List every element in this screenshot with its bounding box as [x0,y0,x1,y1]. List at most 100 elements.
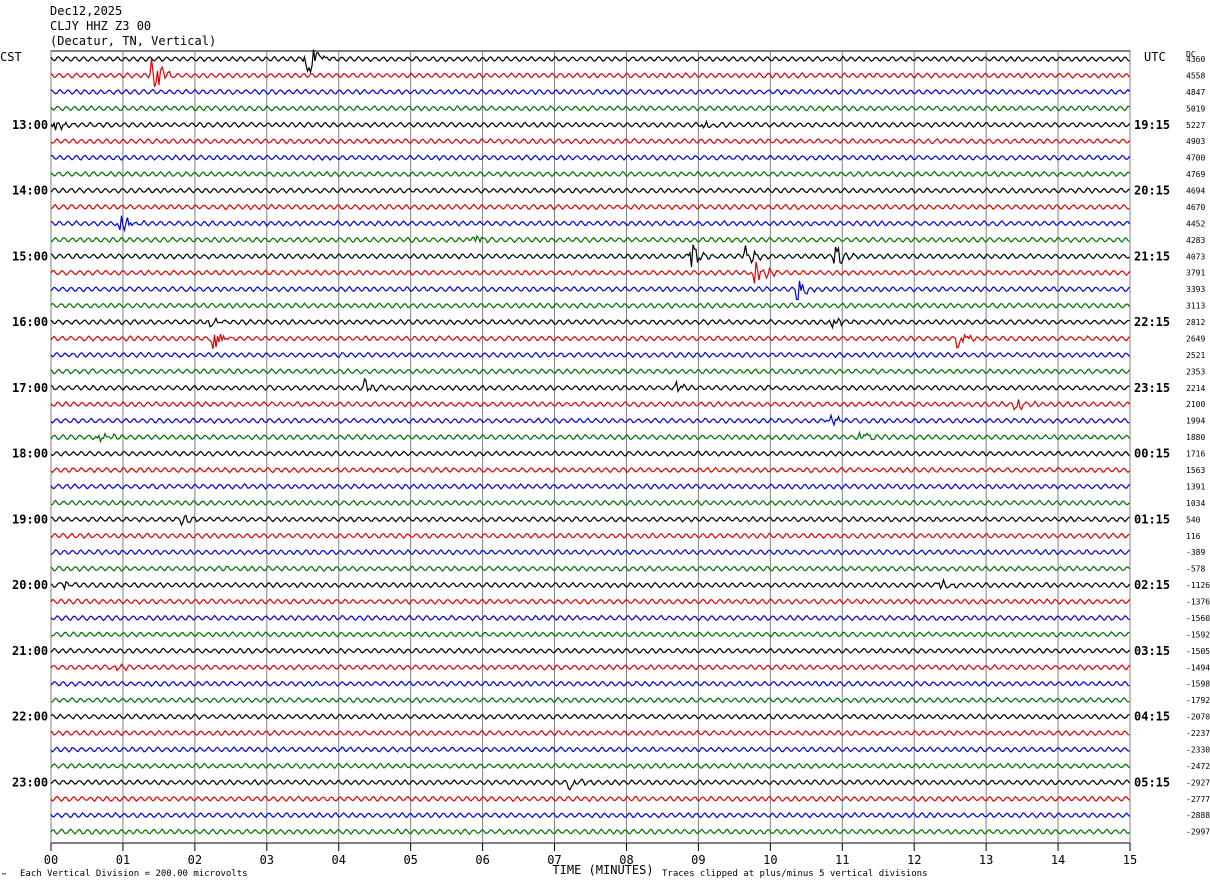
seismic-trace [50,261,1131,284]
seismic-trace [50,203,1130,211]
dc-offset-label: 4558 [1186,71,1205,80]
dc-offset-label: 4694 [1186,187,1205,196]
seismic-trace [50,104,1130,112]
dc-offset-label: 2649 [1186,334,1205,343]
left-hour-label: 23:00 [12,775,48,789]
x-tick-label: 05 [403,853,417,867]
seismic-trace [50,244,1130,268]
dc-offset-label: -2888 [1186,811,1210,820]
right-hour-label: 19:15 [1134,118,1170,132]
right-hour-label: 00:15 [1134,447,1170,461]
right-hour-label: 22:15 [1134,315,1170,329]
dc-offset-label: 4903 [1186,137,1205,146]
footer-mark: ™ [2,872,6,880]
dc-offset-label: 4360 [1186,55,1205,64]
seismic-trace [50,49,1130,75]
left-hour-label: 20:00 [12,578,48,592]
x-tick-label: 12 [907,853,921,867]
dc-offset-label: 2214 [1186,384,1205,393]
dc-offset-label: -1376 [1186,598,1210,607]
seismic-trace [50,377,1130,394]
axis-labels: 00 01 02 03 04 05 06 07 08 09 10 11 12 13 14 15 4360 4558… [0,50,1210,880]
seismic-trace [50,514,1130,527]
seismic-trace [50,137,1130,145]
dc-offset-label: 4670 [1186,203,1205,212]
minute-gridlines [50,50,1131,851]
seismic-trace [50,430,1130,444]
dc-offset-label: 1391 [1186,482,1205,491]
seismic-trace [50,548,1130,556]
dc-offset-label: 5019 [1186,104,1205,113]
dc-offset-label: -2997 [1186,828,1210,837]
right-hour-label: 20:15 [1134,184,1170,198]
seismic-trace [50,631,1130,638]
dc-offset-label: 4700 [1186,154,1205,163]
seismic-trace [50,154,1131,162]
x-tick-label: 00 [44,853,58,867]
seismic-trace [50,713,1130,720]
dc-offset-label: -1792 [1186,696,1210,705]
seismic-trace [50,647,1130,655]
seismic-traces [50,49,1131,836]
seismic-trace [50,170,1130,178]
x-tick-label: 03 [260,853,274,867]
seismic-trace [50,399,1130,411]
left-hour-label: 13:00 [12,118,48,132]
seismic-trace [50,302,1131,309]
scale-note: Each Vertical Division = 200.00 microvol… [20,869,248,879]
seismic-trace [50,466,1130,474]
header-station: CLJY HHZ Z3 00 [50,19,152,33]
left-hour-label: 16:00 [12,315,48,329]
seismic-trace [50,696,1130,704]
right-hour-label: 21:15 [1134,249,1170,263]
seismic-trace [50,234,1130,244]
right-hour-label: 03:15 [1134,644,1170,658]
dc-offset-label: 2353 [1186,367,1205,376]
dc-offset-label: 4769 [1186,170,1205,179]
x-tick-label: 01 [116,853,130,867]
dc-offset-label: -2927 [1186,778,1210,787]
seismic-trace [50,119,1130,132]
seismic-trace [50,215,1131,233]
dc-offset-label: -578 [1186,565,1205,574]
right-hour-label: 05:15 [1134,775,1170,789]
seismic-trace [50,187,1130,194]
dc-offset-label: 4283 [1186,236,1205,245]
x-tick-label: 02 [188,853,202,867]
dc-offset-label: -2237 [1186,729,1210,738]
seismic-trace [50,762,1130,770]
dc-offset-label: 1994 [1186,417,1205,426]
seismic-trace [50,811,1130,819]
seismic-trace [50,499,1130,507]
seismic-trace [50,577,1131,591]
dc-offset-label: -1560 [1186,614,1210,623]
seismic-trace [50,88,1130,96]
x-tick-label: 08 [619,853,633,867]
seismic-trace [50,778,1131,791]
dc-offset-label: 1716 [1186,450,1205,459]
dc-offset-label: 3113 [1186,302,1205,311]
dc-offset-label: 1563 [1186,466,1205,475]
seismic-trace [50,316,1130,330]
dc-offset-label: 4073 [1186,252,1205,261]
seismic-trace [50,614,1130,622]
right-hour-label: 23:15 [1134,381,1170,395]
left-axis-title: CST [0,50,22,64]
seismic-trace [50,532,1130,540]
seismic-trace [50,333,1130,350]
seismic-trace [50,483,1130,490]
header-location: (Decatur, TN, Vertical) [50,34,217,48]
left-hour-label: 14:00 [12,184,48,198]
seismic-trace [50,367,1131,375]
seismic-trace [50,280,1130,301]
seismic-trace [50,450,1130,457]
x-tick-label: 04 [332,853,346,867]
dc-offset-label: -389 [1186,548,1205,557]
seismic-trace [50,729,1130,737]
seismic-trace [50,565,1130,572]
x-tick-label: 07 [547,853,561,867]
plot-frame [50,50,1131,844]
x-axis-title: TIME (MINUTES) [552,863,653,877]
x-tick-label: 11 [835,853,849,867]
